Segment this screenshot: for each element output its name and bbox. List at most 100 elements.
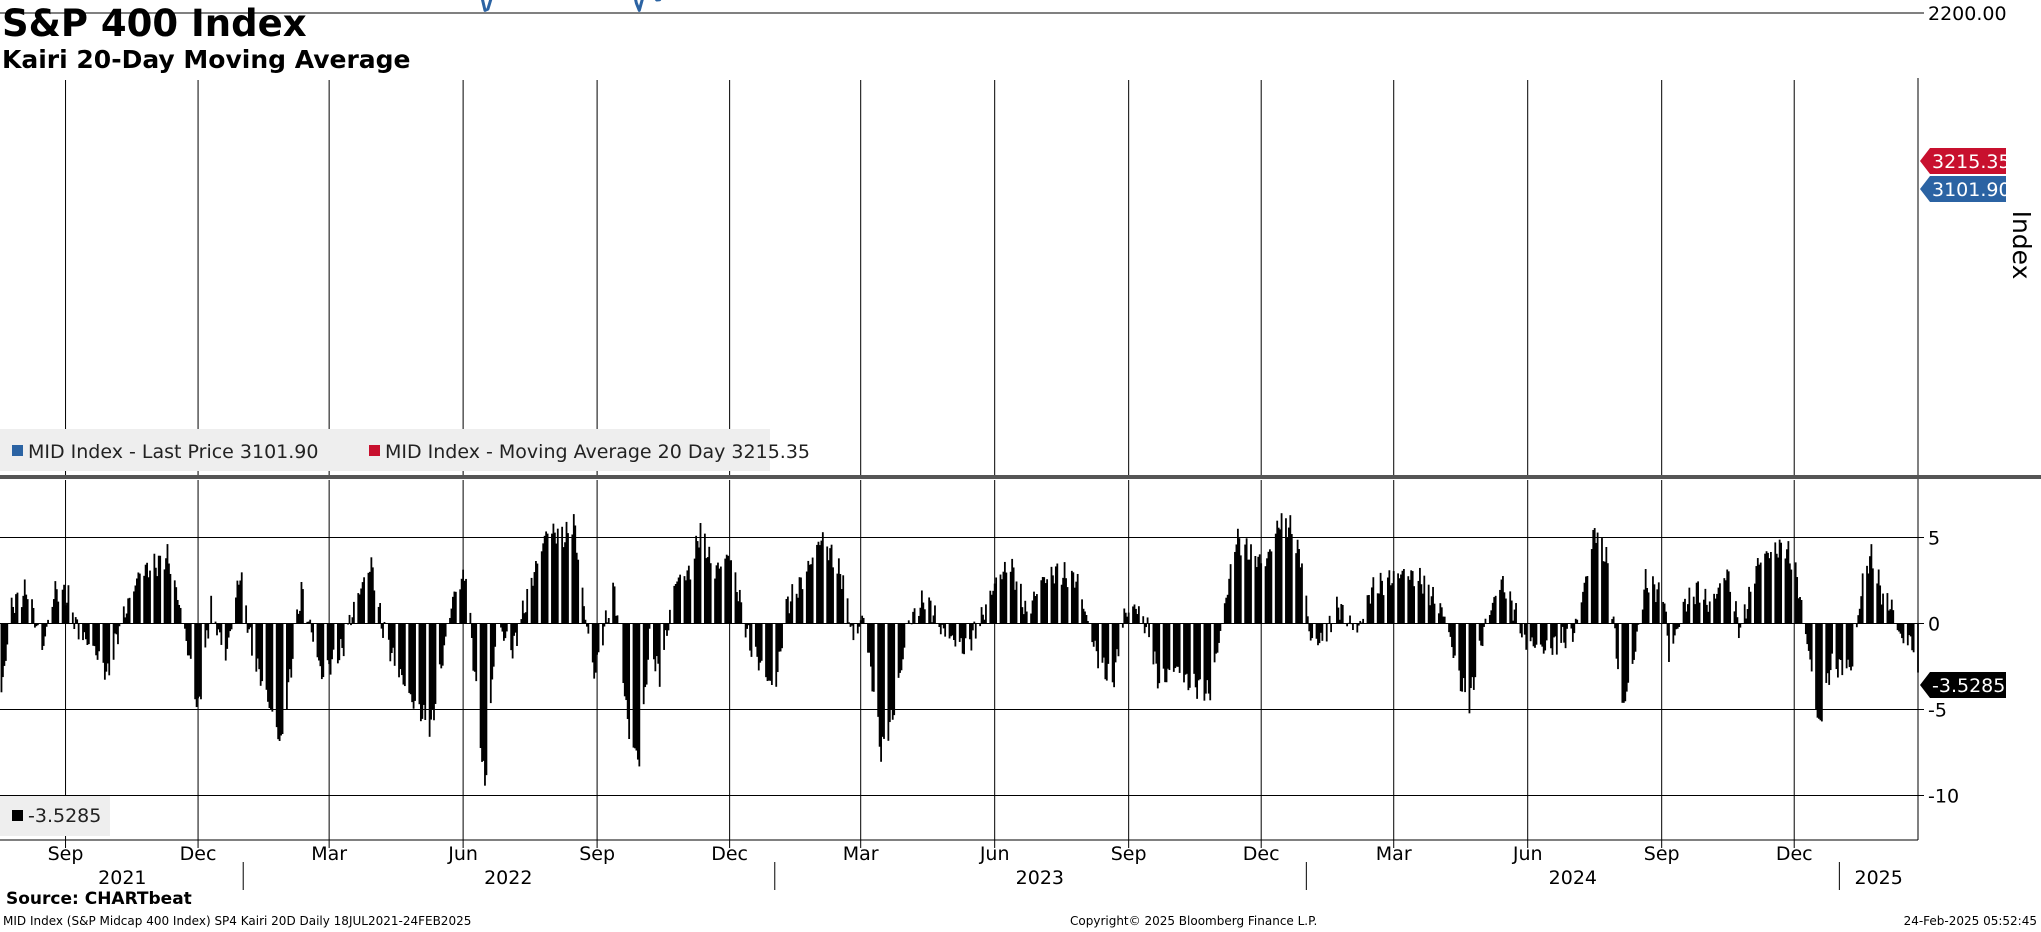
kairi-bar xyxy=(1158,623,1161,684)
kairi-bar xyxy=(382,623,384,638)
kairi-bar xyxy=(1531,623,1533,638)
kairi-bar xyxy=(377,606,380,624)
kairi-bar xyxy=(1717,587,1720,624)
kairi-bar xyxy=(1869,556,1871,624)
kairi-bar xyxy=(683,576,686,624)
kairi-bar xyxy=(401,623,403,676)
xtick-label-month: Mar xyxy=(311,843,347,865)
kairi-bar xyxy=(1759,562,1762,624)
kairi-bar xyxy=(189,623,192,659)
kairi-bar xyxy=(357,593,360,624)
kairi-bar xyxy=(698,547,700,624)
kairi-bar xyxy=(1535,623,1538,645)
kairi-bar xyxy=(1595,542,1598,624)
kairi-bar xyxy=(1729,591,1732,624)
kairi-bar xyxy=(1633,623,1635,660)
kairi-bar xyxy=(511,623,514,659)
kairi-bar xyxy=(1901,623,1903,639)
kairi-bar xyxy=(1432,586,1434,624)
kairi-bar xyxy=(638,623,641,767)
kairi-bar xyxy=(1197,623,1200,681)
kairi-bar xyxy=(1566,623,1568,629)
kairi-bar xyxy=(1866,565,1868,624)
kairi-bar xyxy=(1215,623,1217,654)
kairi-bar xyxy=(1111,623,1114,683)
kairi-bar xyxy=(859,620,862,624)
kairi-bar xyxy=(523,613,526,624)
kairi-bar xyxy=(543,535,546,624)
kairi-bar xyxy=(246,623,249,633)
kairi-bar xyxy=(124,617,127,624)
xtick-label-month: Sep xyxy=(1111,843,1147,865)
legend-top-bg xyxy=(0,429,770,471)
kairi-bar xyxy=(44,623,47,637)
kairi-bar xyxy=(532,585,534,624)
kairi-bar xyxy=(1539,623,1542,645)
kairi-bar xyxy=(788,613,791,624)
value-labels: 3215.35 3101.90 -3.5285 xyxy=(1920,148,2011,698)
kairi-bar xyxy=(891,623,894,720)
kairi-bar xyxy=(594,623,597,673)
kairi-bar xyxy=(1429,605,1432,624)
kairi-bar xyxy=(1788,563,1791,624)
kairi-bar xyxy=(255,623,258,672)
kairi-bar xyxy=(1177,623,1180,667)
kairi-bar xyxy=(1257,556,1260,624)
kairi-bar xyxy=(654,623,657,672)
kairi-bar xyxy=(798,577,801,624)
kairi-bar xyxy=(1407,576,1410,624)
kairi-bar xyxy=(408,623,411,693)
kairi-bar xyxy=(166,544,169,624)
kairi-bar xyxy=(1807,623,1810,651)
kairi-bar xyxy=(1306,616,1309,624)
kairi-bar xyxy=(1362,618,1365,624)
kairi-bar xyxy=(1165,623,1168,683)
kairi-bar xyxy=(258,623,261,670)
kairi-bar xyxy=(645,623,648,685)
kairi-bar xyxy=(489,623,492,704)
kairi-bar xyxy=(1716,593,1718,624)
kairi-bar xyxy=(0,623,3,693)
kairi-bar xyxy=(686,570,689,624)
kairi-bar xyxy=(1107,623,1110,664)
kairi-bar xyxy=(1015,581,1018,624)
kairi-bar xyxy=(832,567,834,624)
kairi-bar xyxy=(1279,529,1282,624)
kairi-bar xyxy=(971,623,974,631)
kairi-bar xyxy=(1719,583,1721,624)
kairi-bar xyxy=(596,623,598,655)
kairi-bar xyxy=(816,544,818,624)
axes-layer: 2200.002400.002600.002800.003000.003200.… xyxy=(0,3,2041,890)
kairi-bar xyxy=(1289,515,1292,624)
kairi-bar xyxy=(316,623,319,658)
kairi-bar xyxy=(492,623,495,667)
kairi-bar xyxy=(552,523,555,624)
kairi-bar xyxy=(1223,603,1226,624)
kairi-bar xyxy=(1624,623,1627,702)
kairi-bar xyxy=(128,597,131,624)
kairi-bar xyxy=(1767,552,1769,624)
kairi-bar xyxy=(1065,578,1067,624)
kairi-bar xyxy=(226,623,229,649)
kairi-bar xyxy=(734,572,737,624)
kairi-bar xyxy=(1379,572,1382,624)
kairi-bar xyxy=(1494,595,1497,624)
kairi-bar xyxy=(881,623,884,737)
kairi-bar xyxy=(995,577,998,624)
kairi-bar xyxy=(1309,623,1312,641)
kairi-bar xyxy=(1826,623,1829,674)
kairi-last-tag xyxy=(1920,672,2006,698)
kairi-bar xyxy=(738,589,741,624)
kairi-bar xyxy=(1509,591,1512,624)
kairi-bar xyxy=(1433,603,1436,624)
kairi-bar xyxy=(1145,623,1148,628)
kairi-bar xyxy=(632,623,635,748)
kairi-bar xyxy=(64,605,67,624)
kairi-bar xyxy=(1818,623,1820,719)
kairi-bar xyxy=(586,623,588,627)
kairi-bar xyxy=(1386,577,1389,624)
kairi-bar xyxy=(256,623,259,659)
kairi-bar xyxy=(144,564,147,624)
kairi-bar xyxy=(85,623,87,640)
legend-label-1: MID Index - Moving Average 20 Day 3215.3… xyxy=(385,441,810,463)
